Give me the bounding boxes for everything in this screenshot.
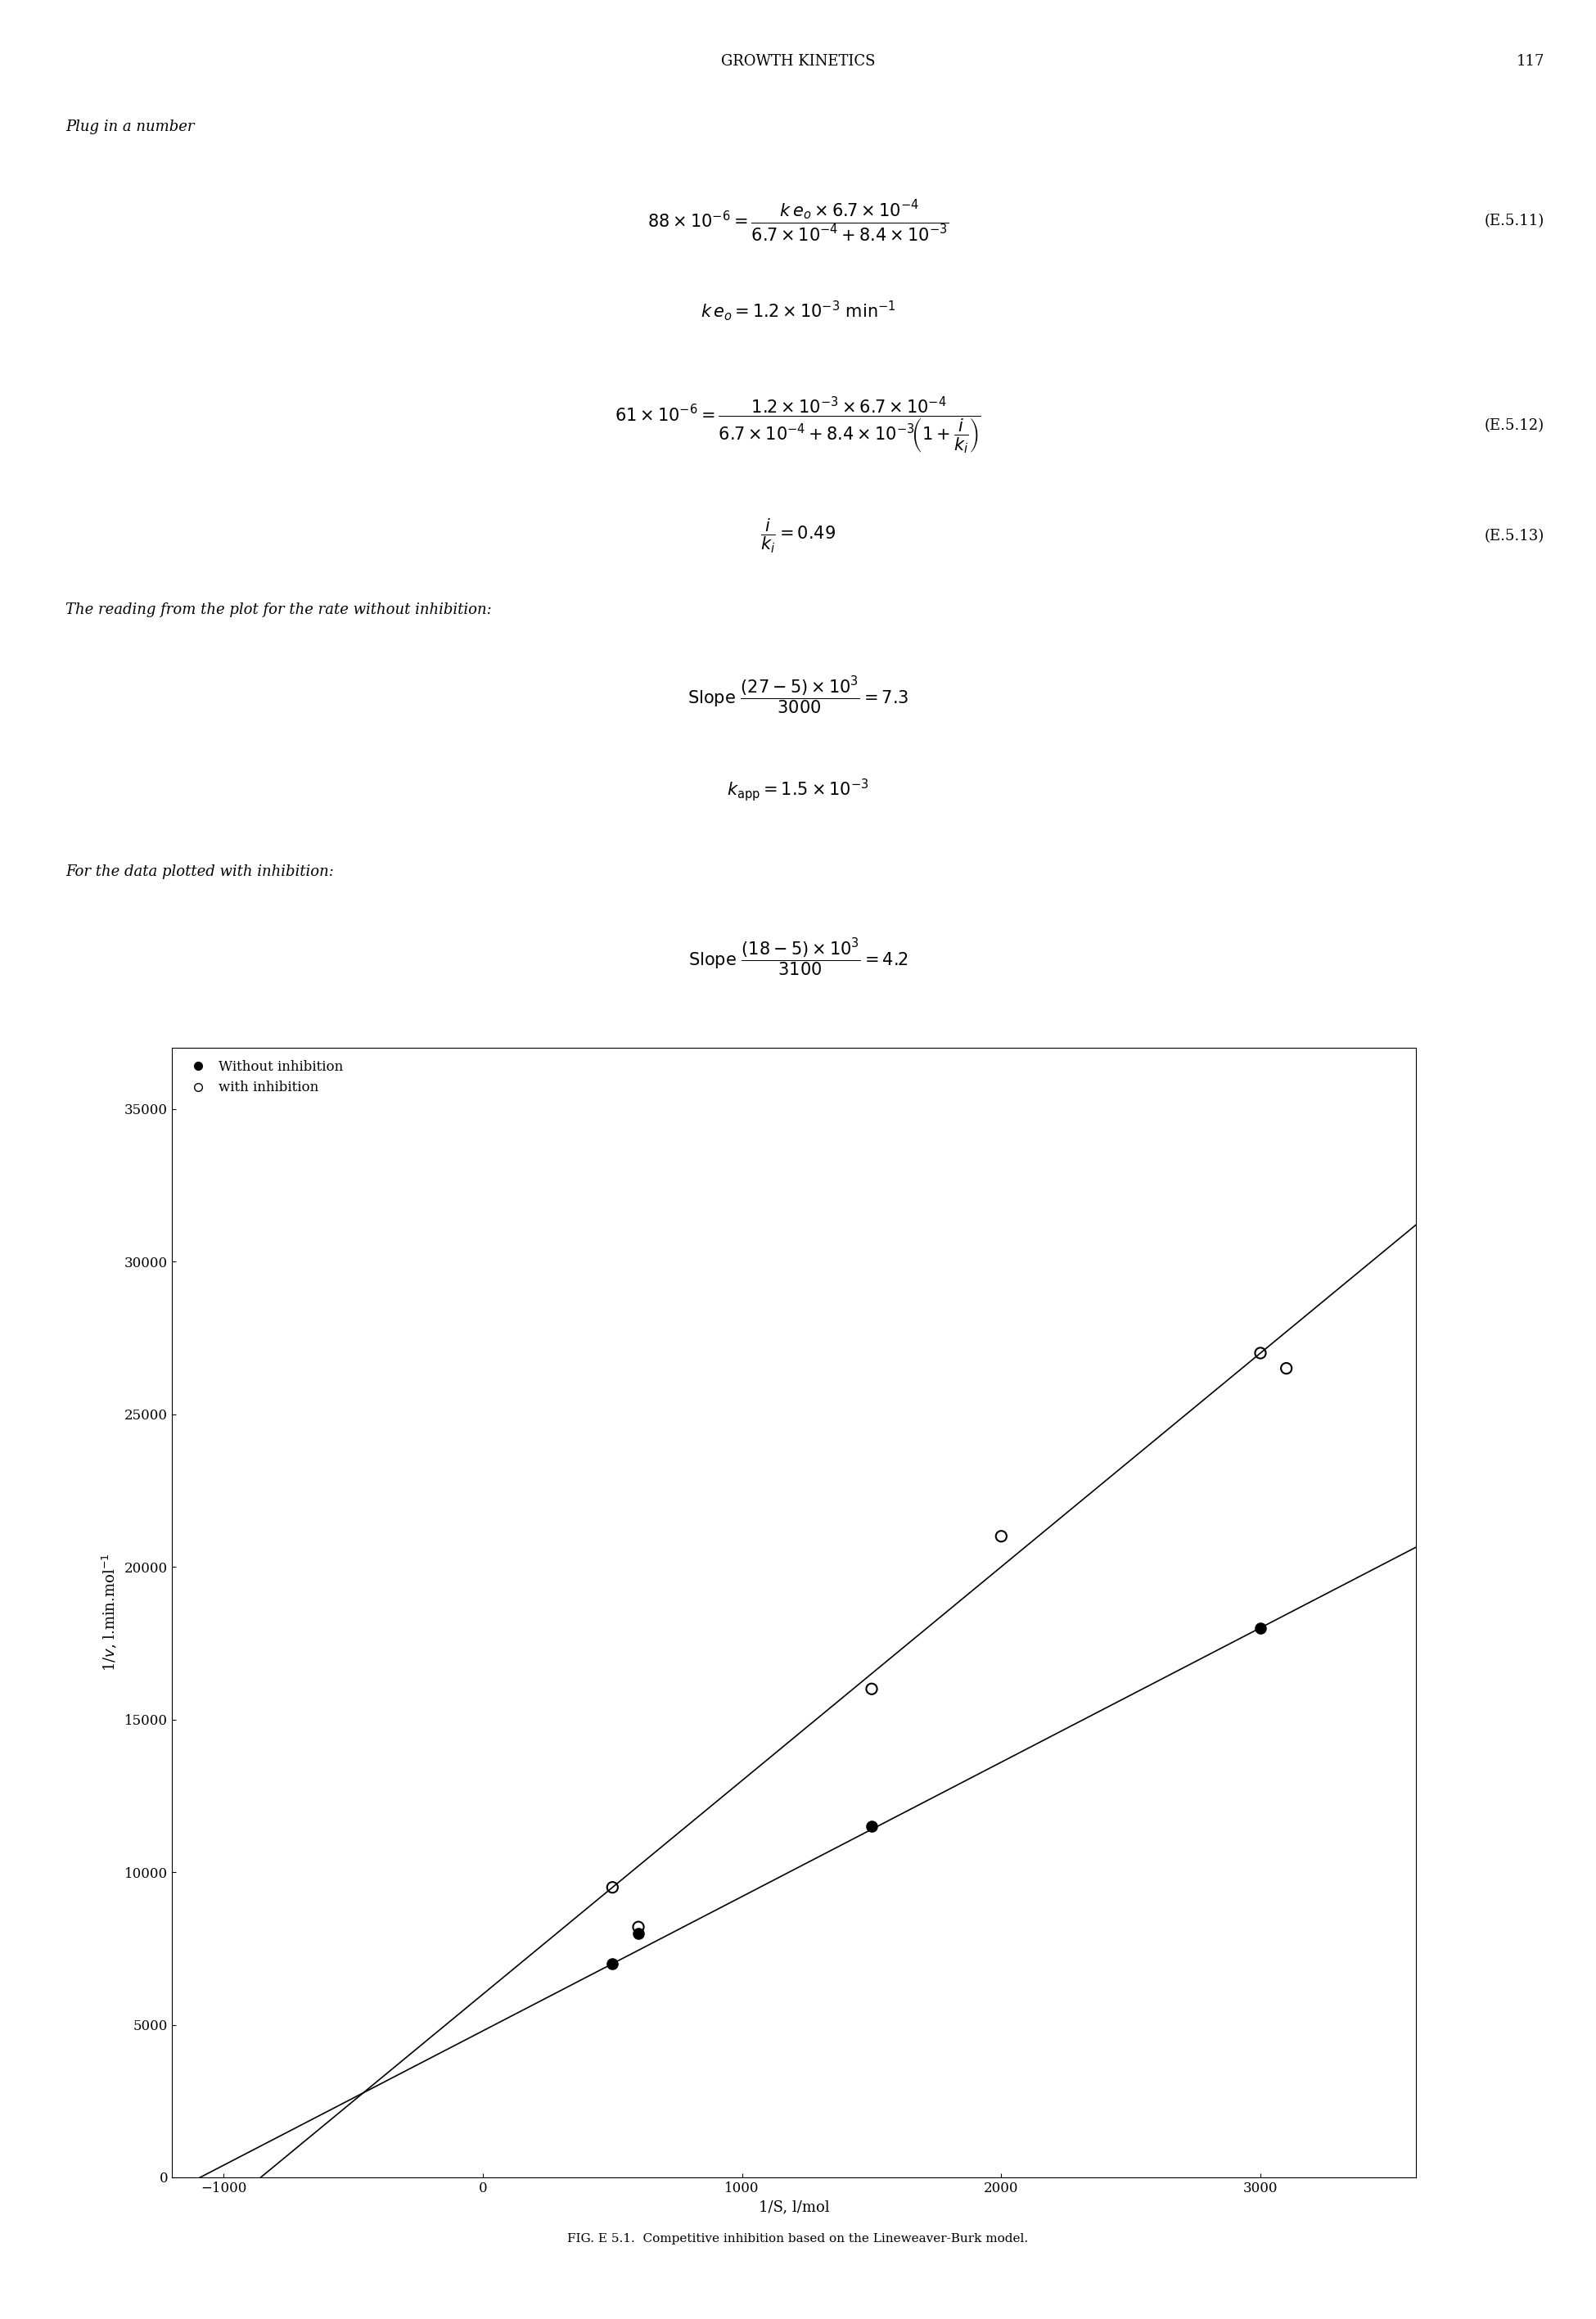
Point: [988, 1517, 1013, 1554]
Text: (E.5.11): (E.5.11): [1484, 213, 1545, 227]
Text: (E.5.12): (E.5.12): [1484, 417, 1543, 434]
Text: Plug in a number: Plug in a number: [65, 121, 195, 135]
Text: $k\,e_o=1.2\times10^{-3}\ \mathrm{min}^{-1}$: $k\,e_o=1.2\times10^{-3}\ \mathrm{min}^{…: [701, 299, 895, 322]
Point: [859, 1809, 884, 1846]
Text: $61\times10^{-6}=\dfrac{1.2\times10^{-3}\times6.7\times10^{-4}}{6.7\times10^{-4}: $61\times10^{-6}=\dfrac{1.2\times10^{-3}…: [614, 394, 982, 457]
Point: [1248, 1609, 1274, 1646]
Point: [859, 1670, 884, 1707]
X-axis label: 1/S, l/mol: 1/S, l/mol: [758, 2201, 830, 2215]
Point: [600, 1946, 626, 1983]
Text: (E.5.13): (E.5.13): [1484, 529, 1545, 543]
Text: $\mathrm{Slope}\ \dfrac{(27-5)\times10^{3}}{3000}=7.3$: $\mathrm{Slope}\ \dfrac{(27-5)\times10^{…: [688, 675, 908, 717]
Point: [600, 1869, 626, 1906]
Text: 117: 117: [1516, 53, 1545, 70]
Text: $k_\mathrm{app}=1.5\times10^{-3}$: $k_\mathrm{app}=1.5\times10^{-3}$: [726, 777, 870, 802]
Text: For the data plotted with inhibition:: For the data plotted with inhibition:: [65, 865, 334, 879]
Point: [1248, 1333, 1274, 1371]
Text: $\mathrm{Slope}\ \dfrac{(18-5)\times10^{3}}{3100}=4.2$: $\mathrm{Slope}\ \dfrac{(18-5)\times10^{…: [688, 937, 908, 979]
Point: [626, 1915, 651, 1953]
Text: The reading from the plot for the rate without inhibition:: The reading from the plot for the rate w…: [65, 603, 492, 617]
Text: $88\times10^{-6}=\dfrac{k\,e_o\times6.7\times10^{-4}}{6.7\times10^{-4}+8.4\times: $88\times10^{-6}=\dfrac{k\,e_o\times6.7\…: [648, 199, 948, 243]
Text: GROWTH KINETICS: GROWTH KINETICS: [721, 53, 875, 70]
Point: [1274, 1350, 1299, 1387]
Text: $\dfrac{i}{k_i}=0.49$: $\dfrac{i}{k_i}=0.49$: [760, 517, 836, 554]
Y-axis label: 1/$v$, l.min.mol$^{-1}$: 1/$v$, l.min.mol$^{-1}$: [101, 1554, 118, 1672]
Point: [626, 1909, 651, 1946]
Text: FIG. E 5.1.  Competitive inhibition based on the Lineweaver-Burk model.: FIG. E 5.1. Competitive inhibition based…: [568, 2233, 1028, 2245]
Legend: Without inhibition, with inhibition: Without inhibition, with inhibition: [179, 1055, 348, 1099]
